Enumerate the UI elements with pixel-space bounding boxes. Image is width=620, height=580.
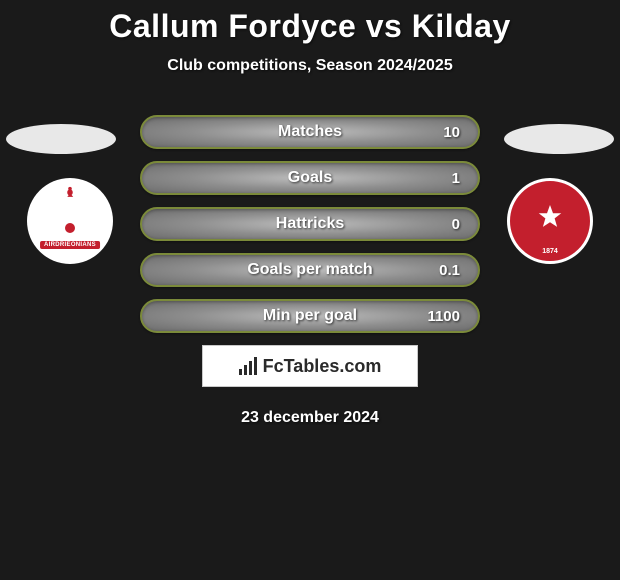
brand-text: FcTables.com [263,356,382,377]
stat-value-right: 0.1 [439,262,460,279]
rooster-icon [59,185,81,213]
stat-row: Goals 1 [140,161,480,195]
stats-rows: Matches 10 Goals 1 Hattricks 0 Goals per… [140,115,480,333]
club-crest-left: AIRDRIEONIANS [20,178,120,264]
stat-value-right: 1 [452,170,460,187]
stat-value-right: 0 [452,216,460,233]
comparison-card: Callum Fordyce vs Kilday Club competitio… [0,0,620,427]
crest-left-banner: AIRDRIEONIANS [40,241,100,249]
stat-value-right: 1100 [427,308,460,325]
page-title: Callum Fordyce vs Kilday [0,8,620,45]
star-icon [535,203,565,240]
date-line: 23 december 2024 [0,409,620,427]
stat-label: Matches [278,123,342,141]
stat-row: Goals per match 0.1 [140,253,480,287]
crest-left-inner: AIRDRIEONIANS [40,191,100,251]
stat-row: Hattricks 0 [140,207,480,241]
subtitle: Club competitions, Season 2024/2025 [0,57,620,75]
stat-value-right: 10 [443,124,460,141]
club-crest-right: 1874 [500,178,600,264]
ball-icon [65,223,75,233]
stat-row: Min per goal 1100 [140,299,480,333]
player-silhouette-right [504,124,614,154]
brand-box[interactable]: FcTables.com [202,345,418,387]
stat-label: Min per goal [263,307,357,325]
stat-label: Goals per match [247,261,372,279]
stat-label: Goals [288,169,332,187]
bar-chart-icon [239,357,257,375]
crest-right-year: 1874 [542,248,558,255]
player-silhouette-left [6,124,116,154]
stat-label: Hattricks [276,215,344,233]
stat-row: Matches 10 [140,115,480,149]
